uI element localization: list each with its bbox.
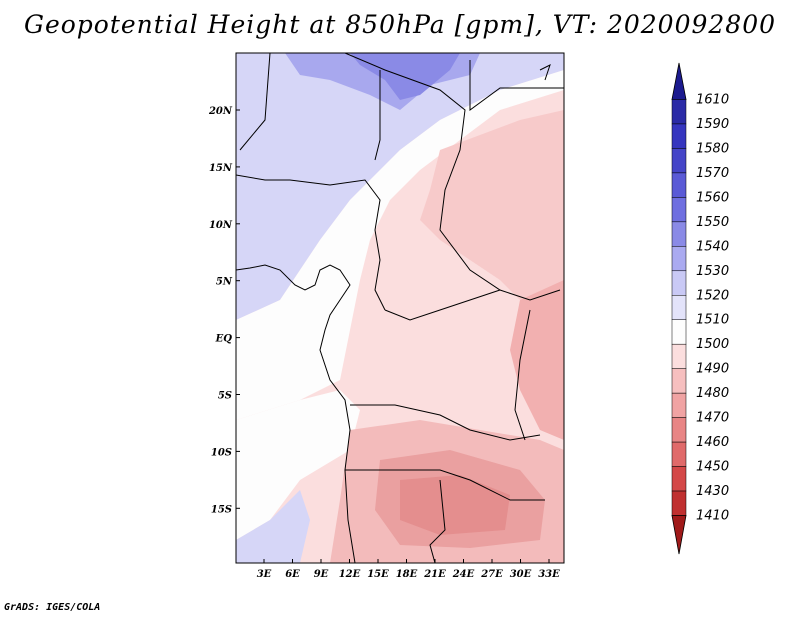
field-neutral-band [236,70,564,420]
footer-credit: GrADS: IGES/COLA [4,602,101,613]
border-lakes [514,309,531,441]
colorbar-swatch [671,148,687,174]
colorbar-label: 1550 [696,215,729,230]
y-tick-label: 5S [218,391,232,402]
y-tick-label: 10N [209,220,233,231]
colorbar-swatch [671,123,687,149]
x-tick-label: 33E [538,569,560,580]
chart-title: Geopotential Height at 850hPa [gpm], VT:… [23,10,777,39]
colorbar-label: 1450 [696,460,729,475]
colorbar-swatch [671,343,687,369]
field-north-high [236,53,564,320]
y-tick-label: 10S [211,447,232,458]
colorbar-swatch [671,295,687,320]
border-angola-drc [350,404,541,441]
map-field [236,53,564,563]
colorbar-label: 1460 [696,435,729,450]
map-frame [235,52,565,564]
border-sahel [236,174,386,311]
colorbar-swatch [671,466,687,492]
colorbar-label: 1500 [696,337,729,352]
colorbar-label: 1580 [696,141,729,156]
colorbar-swatch [671,392,687,418]
x-tick-label: 3E [257,569,272,580]
border-car-drc [384,289,501,321]
border-egypt [469,60,564,111]
field-east-low [420,110,564,340]
colorbar-label: 1490 [696,362,729,377]
colorbar-label: 1590 [696,117,729,132]
colorbar-label: 1510 [696,313,729,328]
x-tick-label: 27E [480,569,503,580]
colorbar-top-arrow [671,62,687,100]
field-sahara-peak [350,53,460,100]
colorbar-label: 1570 [696,166,729,181]
y-tick-label: 15N [209,163,233,174]
x-tick-label: 21E [423,569,446,580]
x-tick-label: 15E [367,569,389,580]
colorbar-swatch [671,221,687,247]
colorbar-swatch [671,441,687,467]
colorbar-label: 1530 [696,264,729,279]
border-angola-zambia [345,469,545,501]
field-sw-high [236,490,310,563]
y-tick-label: EQ [215,334,233,345]
field-neutral-south [236,390,360,540]
field-south-core [400,475,510,535]
colorbar-swatch [671,246,687,272]
coast-red-sea [539,64,551,81]
colorbar-swatch [671,172,687,198]
x-tick-label: 24E [452,569,475,580]
colorbar-swatch [671,197,687,223]
colorbar-swatch [671,270,687,296]
colorbar-swatch [671,368,687,394]
coastline [236,264,356,563]
colorbar-label: 1540 [696,239,729,254]
colorbar-bottom-arrow [671,515,687,555]
y-tick-label: 15S [211,504,232,515]
colorbar-swatch [671,319,687,345]
x-tick-label: 6E [285,569,300,580]
colorbar-label: 1430 [696,484,729,499]
colorbar-label: 1520 [696,288,729,303]
x-tick-label: 9E [314,569,329,580]
map-borders [236,53,564,563]
colorbar-label: 1480 [696,386,729,401]
colorbar-swatch [671,490,687,516]
colorbar: 1610 1590 1580 1570 1560 1550 1540 1530 1520 1510… [671,62,729,555]
colorbar-swatch [671,99,687,125]
border-niger [374,70,381,161]
x-tick-label: 18E [396,569,418,580]
x-tick-label: 12E [339,569,361,580]
x-axis: 3E 6E 9E 12E 15E 18E 21E 24E 27E 30E 33E [257,559,560,580]
colorbar-label: 1410 [696,509,729,524]
y-tick-label: 5N [216,277,233,288]
colorbar-swatch [671,417,687,443]
y-axis: 20N 15N 10N 5N EQ 5S 10S 15S [208,106,240,515]
x-tick-label: 30E [510,569,532,580]
border-zambia-west [429,479,446,563]
field-lakes-low [510,280,564,440]
colorbar-label: 1610 [696,92,729,107]
y-tick-label: 20N [208,106,233,117]
colorbar-label: 1560 [696,190,729,205]
colorbar-label: 1470 [696,411,729,426]
border-mali [239,53,271,151]
border-chad-sudan [344,53,561,301]
